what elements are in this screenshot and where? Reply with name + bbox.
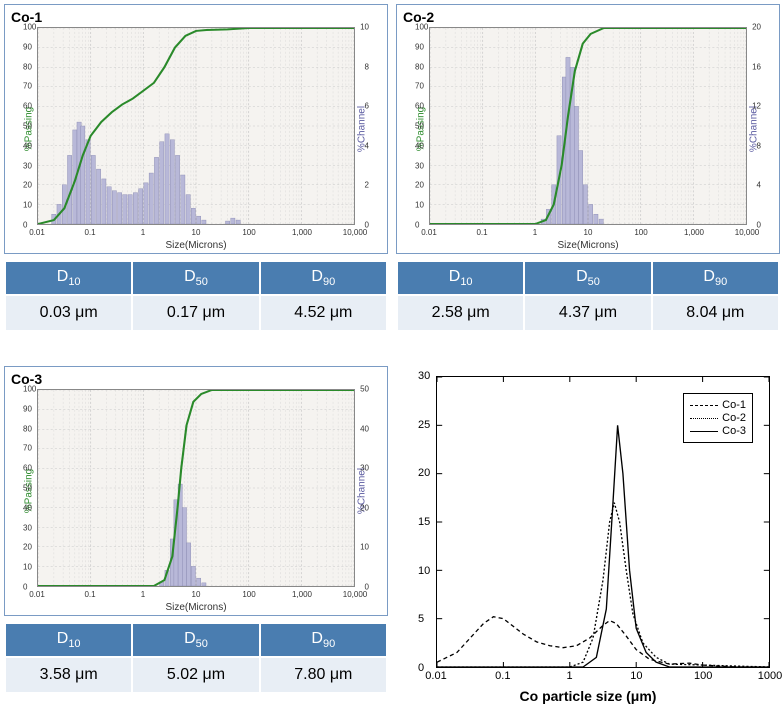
chart-title-co1: Co-1 bbox=[7, 7, 385, 27]
dtable-co1: D10 D50 D90 0.03 μm 0.17 μm 4.52 μm bbox=[4, 260, 388, 332]
d90-co1: 4.52 μm bbox=[261, 296, 386, 330]
xlabel-co1: Size(Microns) bbox=[165, 240, 226, 251]
dtable-co3: D10 D50 D90 3.58 μm 5.02 μm 7.80 μm bbox=[4, 622, 388, 694]
panel-overlay: Co-1 Co-2 Co-3 Co particle size (μm) 051… bbox=[396, 366, 780, 720]
d10-co2: 2.58 μm bbox=[398, 296, 523, 330]
plot-co3 bbox=[37, 389, 355, 587]
th-d50: D50 bbox=[525, 262, 650, 294]
d10-co3: 3.58 μm bbox=[6, 658, 131, 692]
th-d90: D90 bbox=[261, 262, 386, 294]
panel-co2: Co-2 %Passing %Channel Size(Microns) 010… bbox=[396, 4, 780, 358]
legend-co1: Co-1 bbox=[722, 399, 746, 411]
d50-co3: 5.02 μm bbox=[133, 658, 258, 692]
overlay-chart: Co-1 Co-2 Co-3 Co particle size (μm) 051… bbox=[396, 366, 780, 706]
th-d90: D90 bbox=[261, 624, 386, 656]
legend-co3: Co-3 bbox=[722, 425, 746, 437]
d90-co2: 8.04 μm bbox=[653, 296, 778, 330]
th-d10: D10 bbox=[6, 624, 131, 656]
th-d50: D50 bbox=[133, 262, 258, 294]
xlabel-co2: Size(Microns) bbox=[557, 240, 618, 251]
xlabel-co3: Size(Microns) bbox=[165, 602, 226, 613]
chart-title-co3: Co-3 bbox=[7, 369, 385, 389]
chart-co2: Co-2 %Passing %Channel Size(Microns) 010… bbox=[396, 4, 780, 254]
plot-co1 bbox=[37, 27, 355, 225]
th-d50: D50 bbox=[133, 624, 258, 656]
chart-co1: Co-1 %Passing %Channel Size(Microns) 010… bbox=[4, 4, 388, 254]
d50-co1: 0.17 μm bbox=[133, 296, 258, 330]
plot-co2 bbox=[429, 27, 747, 225]
dtable-co2: D10 D50 D90 2.58 μm 4.37 μm 8.04 μm bbox=[396, 260, 780, 332]
th-d10: D10 bbox=[398, 262, 523, 294]
overlay-plot: Co-1 Co-2 Co-3 bbox=[436, 376, 770, 668]
overlay-xlabel: Co particle size (μm) bbox=[520, 688, 657, 704]
legend-co2: Co-2 bbox=[722, 412, 746, 424]
chart-title-co2: Co-2 bbox=[399, 7, 777, 27]
th-d10: D10 bbox=[6, 262, 131, 294]
panel-co3: Co-3 %Passing %Channel Size(Microns) 010… bbox=[4, 366, 388, 720]
th-d90: D90 bbox=[653, 262, 778, 294]
panel-co1: Co-1 %Passing %Channel Size(Microns) 010… bbox=[4, 4, 388, 358]
d10-co1: 0.03 μm bbox=[6, 296, 131, 330]
d50-co2: 4.37 μm bbox=[525, 296, 650, 330]
chart-co3: Co-3 %Passing %Channel Size(Microns) 010… bbox=[4, 366, 388, 616]
d90-co3: 7.80 μm bbox=[261, 658, 386, 692]
overlay-legend: Co-1 Co-2 Co-3 bbox=[683, 393, 753, 443]
